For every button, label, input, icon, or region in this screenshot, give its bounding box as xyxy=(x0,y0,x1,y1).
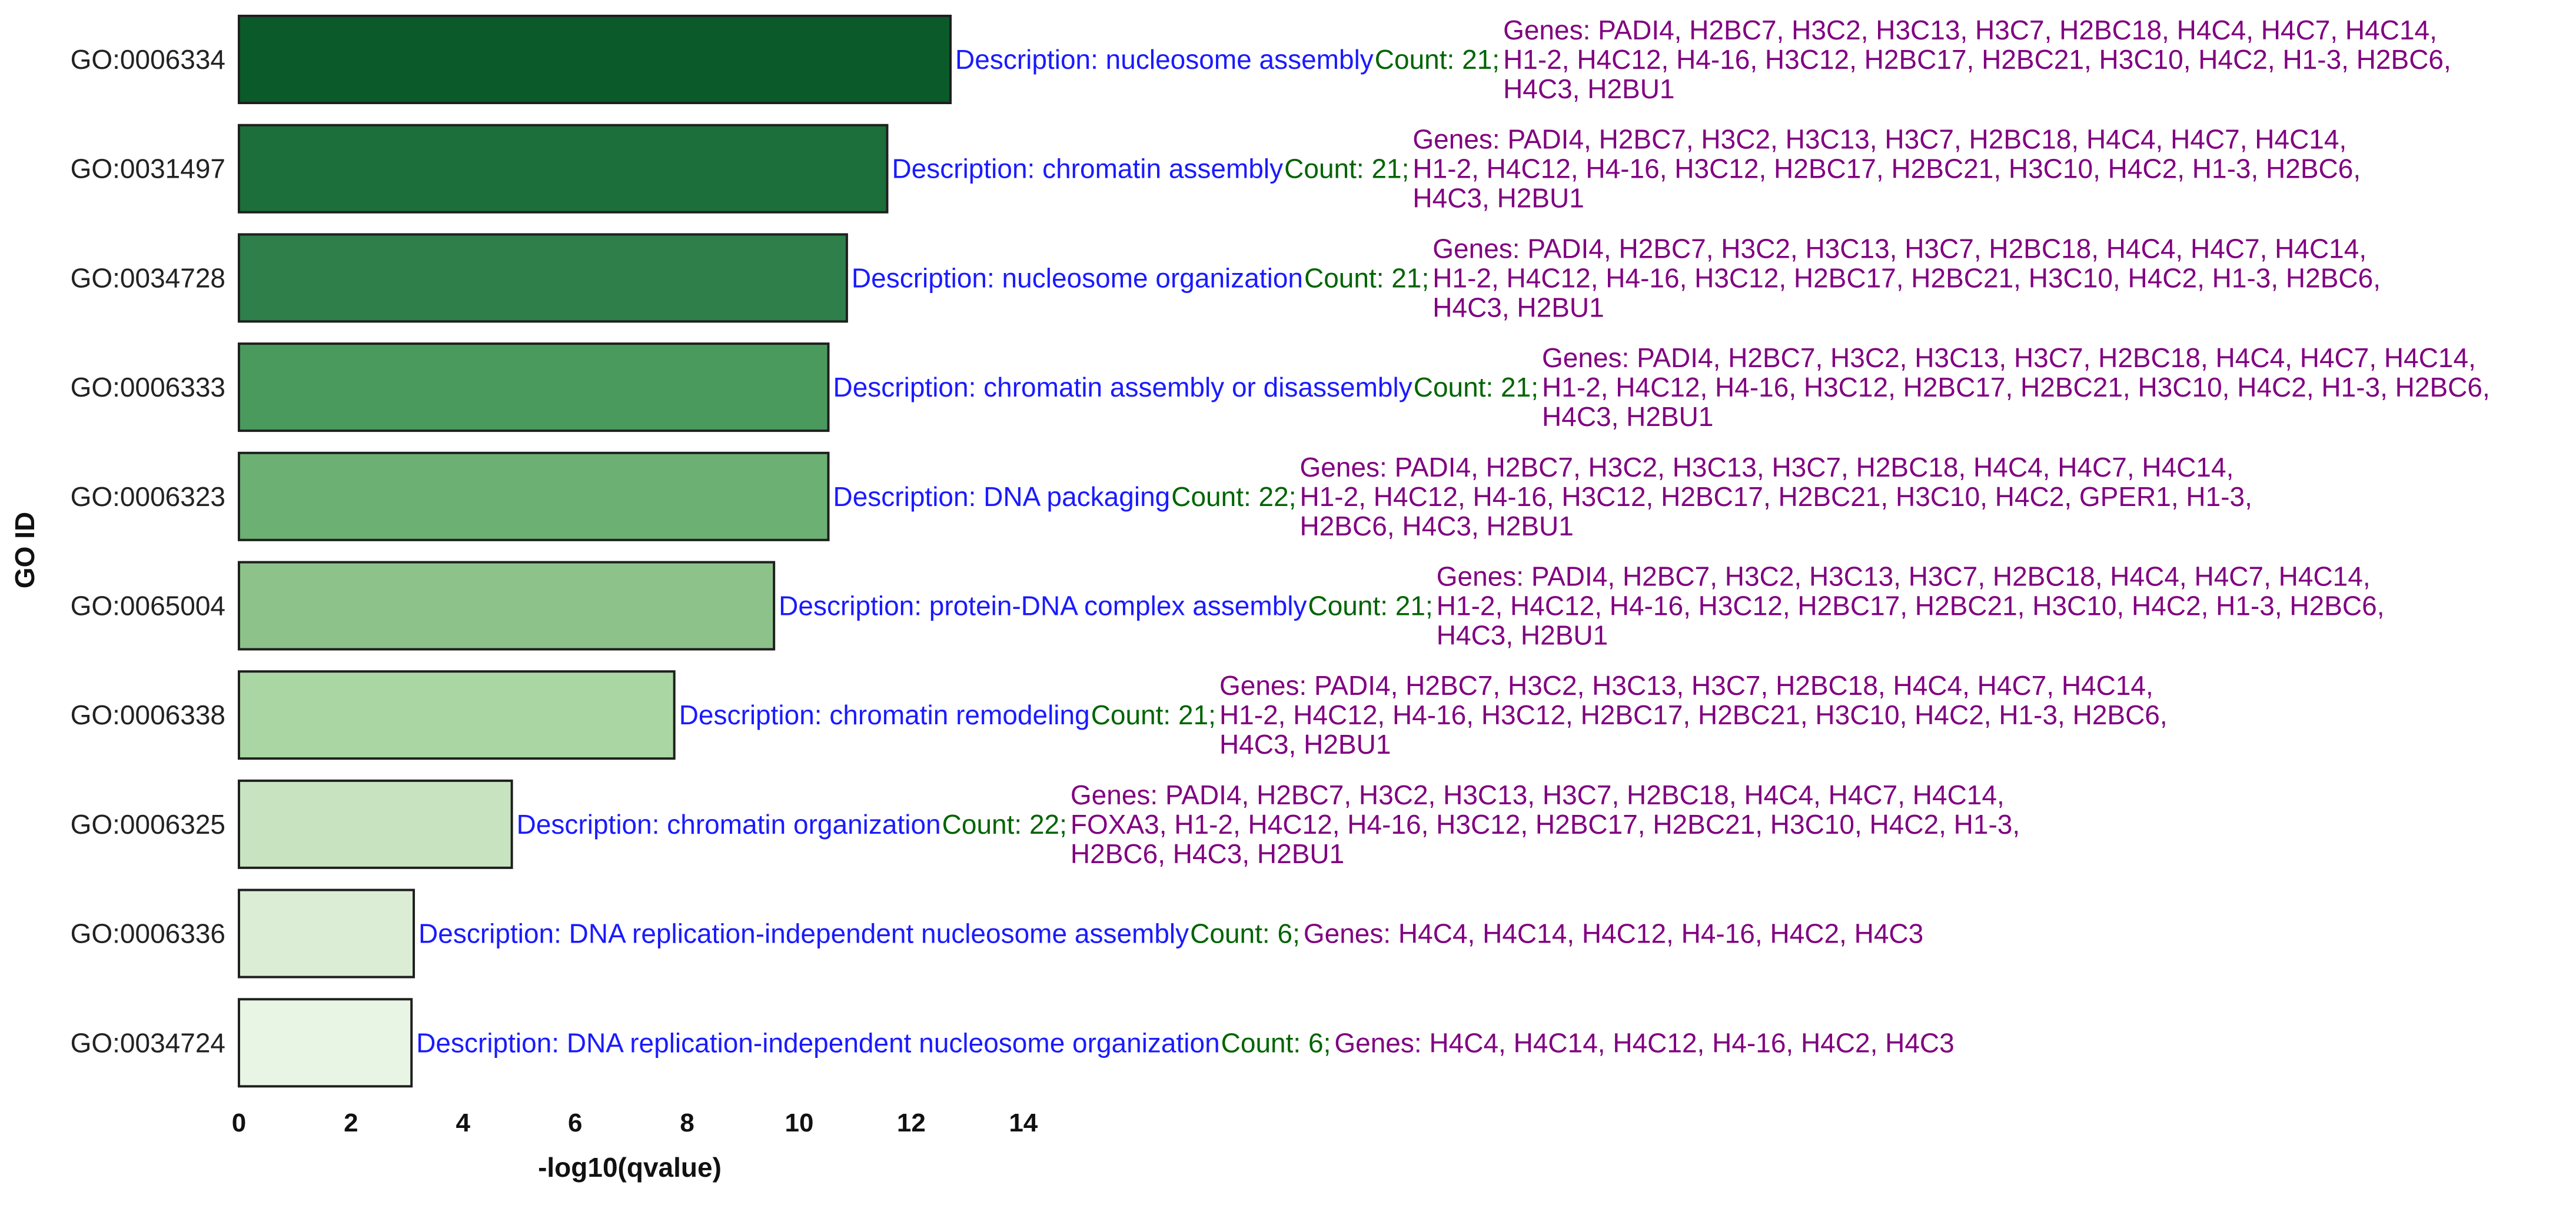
bar-description-label: Description: chromatin assembly xyxy=(892,154,1283,184)
bar-genes-line: H4C3, H2BU1 xyxy=(1432,292,1604,322)
bar-count-separator: ; xyxy=(1421,262,1429,293)
x-tick-label: 12 xyxy=(897,1109,926,1137)
bar-genes-line: Genes: PADI4, H2BC7, H3C2, H3C13, H3C7, … xyxy=(1219,670,2153,701)
bar-genes-line: H2BC6, H4C3, H2BU1 xyxy=(1300,511,1574,541)
y-tick-label: GO:0034728 xyxy=(71,262,225,293)
bar-description-label: Description: nucleosome organization xyxy=(852,262,1303,293)
bar-genes-line: Genes: PADI4, H2BC7, H3C2, H3C13, H3C7, … xyxy=(1542,342,2476,373)
x-tick-label: 14 xyxy=(1009,1109,1038,1137)
bar-genes-line: H4C3, H2BU1 xyxy=(1437,620,1608,651)
bar-genes-line: Genes: PADI4, H2BC7, H3C2, H3C13, H3C7, … xyxy=(1432,233,2366,264)
x-tick-label: 10 xyxy=(785,1109,814,1137)
bar-genes-line: Genes: H4C4, H4C14, H4C12, H4-16, H4C2, … xyxy=(1334,1027,1954,1058)
bar-description-label: Description: DNA replication-independent… xyxy=(416,1027,1219,1058)
bar-genes-line: Genes: PADI4, H2BC7, H3C2, H3C13, H3C7, … xyxy=(1437,561,2371,592)
y-tick-label: GO:0006323 xyxy=(71,481,225,512)
y-tick-label: GO:0034724 xyxy=(71,1027,225,1058)
bar-count-separator: ; xyxy=(1425,591,1433,621)
bar-description-label: Description: chromatin remodeling xyxy=(679,700,1090,730)
bar-count-separator: ; xyxy=(1059,809,1067,840)
bar-genes-line: H1-2, H4C12, H4-16, H3C12, H2BC17, H2BC2… xyxy=(1300,481,2252,512)
bar-count-separator: ; xyxy=(1492,44,1500,75)
y-tick-label: GO:0006334 xyxy=(71,44,225,75)
x-axis-title: -log10(qvalue) xyxy=(538,1152,722,1183)
bar-count-separator: ; xyxy=(1324,1027,1331,1058)
bar-genes-line: Genes: PADI4, H2BC7, H3C2, H3C13, H3C7, … xyxy=(1412,124,2346,155)
bar-description-label: Description: nucleosome assembly xyxy=(955,44,1374,75)
bar-GO-0031497 xyxy=(238,124,889,214)
bar-GO-0006338 xyxy=(238,670,676,760)
bar-GO-0006336 xyxy=(238,888,416,978)
bar-count-separator: ; xyxy=(1402,154,1410,184)
bar-genes-line: H1-2, H4C12, H4-16, H3C12, H2BC17, H2BC2… xyxy=(1503,44,2451,75)
x-tick-label: 0 xyxy=(232,1109,246,1137)
bar-count-label: Count: 6 xyxy=(1221,1027,1324,1058)
bar-genes-line: H1-2, H4C12, H4-16, H3C12, H2BC17, H2BC2… xyxy=(1542,372,2490,402)
bar-description-label: Description: DNA replication-independent… xyxy=(418,918,1189,949)
bar-count-label: Count: 21 xyxy=(1284,154,1401,184)
y-tick-label: GO:0031497 xyxy=(71,154,225,184)
bar-count-separator: ; xyxy=(1208,700,1216,730)
bar-count-label: Count: 21 xyxy=(1091,700,1208,730)
bar-count-label: Count: 22 xyxy=(1171,481,1288,512)
y-tick-labels: GO:0006334 GO:0031497 GO:0034728 GO:0006333… xyxy=(71,44,225,1058)
x-tick-label: 6 xyxy=(568,1109,582,1137)
x-tick-label: 2 xyxy=(344,1109,358,1137)
bar-genes-line: H4C3, H2BU1 xyxy=(1219,729,1391,760)
bar-count-label: Count: 22 xyxy=(942,809,1059,840)
bar-genes-line: H1-2, H4C12, H4-16, H3C12, H2BC17, H2BC2… xyxy=(1412,154,2361,184)
bar-GO-0065004 xyxy=(238,561,776,651)
y-tick-label: GO:0065004 xyxy=(71,591,225,621)
bar-description-label: Description: chromatin organization xyxy=(517,809,941,840)
bar-genes-line: H1-2, H4C12, H4-16, H3C12, H2BC17, H2BC2… xyxy=(1219,700,2168,730)
x-tick-label: 4 xyxy=(456,1109,471,1137)
annotations-layer: Description: nucleosome assembly Count: 2… xyxy=(416,15,2490,1058)
bar-genes-line: H4C3, H2BU1 xyxy=(1412,183,1584,214)
bar-genes-line: FOXA3, H1-2, H4C12, H4-16, H3C12, H2BC17… xyxy=(1071,809,2020,840)
bar-genes-line: H1-2, H4C12, H4-16, H3C12, H2BC17, H2BC2… xyxy=(1437,591,2385,621)
bar-genes-line: H2BC6, H4C3, H2BU1 xyxy=(1071,838,1344,869)
bar-GO-0006323 xyxy=(238,451,830,541)
x-tick-labels: 0 2 4 6 8 10 12 14 xyxy=(232,1109,1038,1137)
y-axis-title: GO ID xyxy=(9,512,40,588)
bar-genes-line: H4C3, H2BU1 xyxy=(1542,401,1713,432)
bar-description-label: Description: protein-DNA complex assembl… xyxy=(779,591,1307,621)
bar-GO-0034724 xyxy=(238,998,413,1088)
bar-genes-line: Genes: PADI4, H2BC7, H3C2, H3C13, H3C7, … xyxy=(1503,15,2437,45)
bar-GO-0006333 xyxy=(238,342,830,432)
bar-count-label: Count: 21 xyxy=(1308,591,1425,621)
bar-GO-0034728 xyxy=(238,233,848,323)
bar-genes-line: H4C3, H2BU1 xyxy=(1503,74,1674,104)
y-tick-label: GO:0006336 xyxy=(71,918,225,949)
bar-description-label: Description: chromatin assembly or disas… xyxy=(833,372,1412,402)
bar-genes-line: Genes: PADI4, H2BC7, H3C2, H3C13, H3C7, … xyxy=(1300,452,2234,482)
bar-count-label: Count: 21 xyxy=(1414,372,1531,402)
bar-count-label: Count: 21 xyxy=(1375,44,1492,75)
y-tick-label: GO:0006338 xyxy=(71,700,225,730)
y-tick-label: GO:0006325 xyxy=(71,809,225,840)
bar-count-separator: ; xyxy=(1289,481,1297,512)
bar-GO-0006334 xyxy=(238,15,952,104)
x-tick-label: 8 xyxy=(680,1109,694,1137)
bar-genes-line: Genes: PADI4, H2BC7, H3C2, H3C13, H3C7, … xyxy=(1071,780,2005,810)
bar-count-label: Count: 21 xyxy=(1304,262,1421,293)
bar-count-separator: ; xyxy=(1292,918,1300,949)
bar-description-label: Description: DNA packaging xyxy=(833,481,1171,512)
bar-genes-line: H1-2, H4C12, H4-16, H3C12, H2BC17, H2BC2… xyxy=(1432,262,2381,293)
bar-count-label: Count: 6 xyxy=(1190,918,1292,949)
bar-genes-line: Genes: H4C4, H4C14, H4C12, H4-16, H4C2, … xyxy=(1304,918,1923,949)
bar-count-separator: ; xyxy=(1531,372,1538,402)
bar-GO-0006325 xyxy=(238,779,513,869)
y-tick-label: GO:0006333 xyxy=(71,372,225,402)
bars-layer xyxy=(238,15,952,1088)
